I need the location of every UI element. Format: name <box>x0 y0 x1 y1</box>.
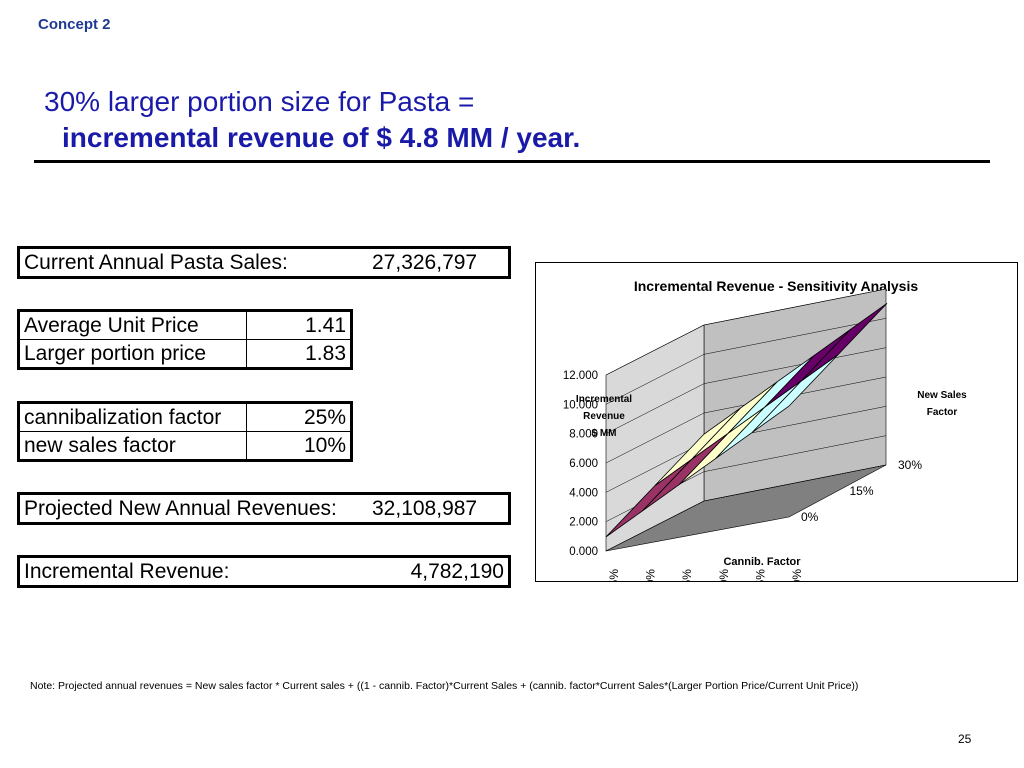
gridline <box>605 376 887 464</box>
y-axis-ticks: 0% 15% 30% <box>801 458 922 524</box>
projected-revenue-table: Projected New Annual Revenues: 32,108,98… <box>17 492 511 525</box>
page-title-line1: 30% larger portion size for Pasta = <box>44 86 475 117</box>
x-axis-ticks: 15% 20% 25% 30% 35% 40% <box>607 569 804 581</box>
chart-title: Incremental Revenue - Sensitivity Analys… <box>634 278 918 294</box>
footnote: Note: Projected annual revenues = New sa… <box>30 680 859 692</box>
sensitivity-chart: Incremental Revenue - Sensitivity Analys… <box>535 262 1018 582</box>
page-number: 25 <box>958 732 972 746</box>
sensitivity-chart-svg: Incremental Revenue - Sensitivity Analys… <box>563 278 967 581</box>
x-tick-label: 35% <box>753 569 767 581</box>
x-tick-label: 25% <box>680 569 694 581</box>
x-axis-label: Cannib. Factor <box>723 556 801 568</box>
current-sales-value: 27,326,797 <box>372 251 478 274</box>
incremental-revenue-value: 4,782,190 <box>410 560 504 583</box>
page-title-line2: incremental revenue of $ 4.8 MM / year. <box>62 122 581 153</box>
chart-surface <box>605 302 888 538</box>
y-axis-label-line: Factor <box>927 407 958 418</box>
z-axis-ticks: 0.000 2.000 4.000 6.000 8.000 10.000 12.000 <box>563 370 598 558</box>
price-table: Average Unit Price 1.41 Larger portion p… <box>17 309 353 370</box>
gridline <box>605 288 887 376</box>
z-tick-label: 2.000 <box>569 517 598 529</box>
z-axis-label: Incremental Revenue $ MM <box>576 394 632 439</box>
x-tick-label: 30% <box>717 569 731 581</box>
y-tick-label: 15% <box>850 484 874 498</box>
z-tick-label: 6.000 <box>569 458 598 470</box>
factor-label: new sales factor <box>18 431 247 461</box>
table-row: Larger portion price 1.83 <box>18 339 352 369</box>
factor-value: 10% <box>246 431 352 461</box>
y-tick-label: 30% <box>898 458 922 472</box>
current-sales-table: Current Annual Pasta Sales: 27,326,797 <box>17 246 511 279</box>
price-label: Average Unit Price <box>18 310 247 340</box>
z-tick-label: 4.000 <box>569 487 598 499</box>
price-value: 1.41 <box>246 310 352 340</box>
x-tick-label: 15% <box>607 569 621 581</box>
projected-revenue-value: 32,108,987 <box>372 497 478 520</box>
factor-table: cannibalization factor 25% new sales fac… <box>17 401 353 462</box>
z-tick-label: 0.000 <box>569 546 598 558</box>
gridline <box>605 318 887 405</box>
z-tick-label: 8.000 <box>569 429 598 441</box>
y-axis-label: New Sales Factor <box>917 390 967 418</box>
incremental-revenue-table: Incremental Revenue: 4,782,190 <box>17 555 511 588</box>
x-tick-label: 20% <box>644 569 658 581</box>
z-axis-label-line: $ MM <box>592 428 617 439</box>
factor-value: 25% <box>246 402 352 432</box>
y-axis-label-line: New Sales <box>917 390 967 401</box>
table-row: Average Unit Price 1.41 <box>18 310 352 340</box>
projected-revenue-label: Projected New Annual Revenues: <box>24 497 337 520</box>
current-sales-label: Current Annual Pasta Sales: <box>24 251 288 274</box>
z-tick-label: 10.000 <box>563 399 598 411</box>
title-divider <box>34 160 990 163</box>
gridline <box>605 464 887 552</box>
surface-cell <box>801 302 888 382</box>
price-value: 1.83 <box>246 339 352 369</box>
x-tick-label: 40% <box>790 569 804 581</box>
z-axis-label-line: Revenue <box>583 411 625 422</box>
z-axis-label-line: Incremental <box>576 394 632 405</box>
table-row: new sales factor 10% <box>18 431 352 461</box>
incremental-revenue-label: Incremental Revenue: <box>24 560 230 583</box>
section-label: Concept 2 <box>38 16 111 33</box>
y-tick-label: 0% <box>801 510 819 524</box>
factor-label: cannibalization factor <box>18 402 247 432</box>
price-label: Larger portion price <box>18 339 247 369</box>
table-row: cannibalization factor 25% <box>18 402 352 432</box>
z-tick-label: 12.000 <box>563 370 598 382</box>
